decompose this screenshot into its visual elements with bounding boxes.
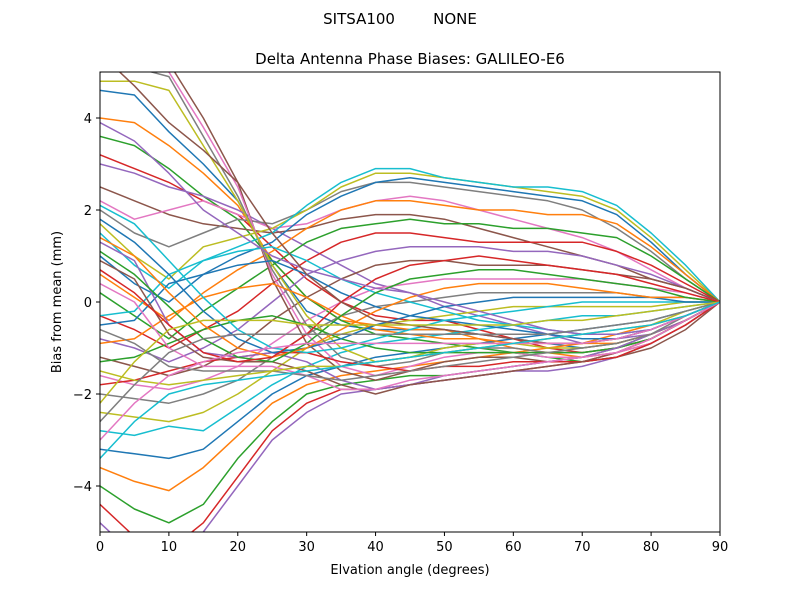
series-line-s44 (100, 255, 720, 363)
series-line-s08 (100, 181, 720, 303)
series-line-s09 (100, 172, 720, 303)
series-line-s47 (100, 301, 720, 441)
series-line-s42 (100, 236, 720, 358)
x-tick-label: 80 (643, 540, 660, 555)
series-line-s37 (100, 282, 720, 391)
series-line-s38 (100, 301, 720, 381)
series-line-s45 (100, 121, 720, 335)
y-tick-label: 2 (84, 204, 92, 219)
x-axis: 0 10 20 30 40 50 60 70 80 90 (96, 532, 728, 555)
y-axis-label: Bias from mean (mm) (50, 231, 65, 373)
chart-suptitle: SITSA100 NONE (323, 10, 477, 28)
y-axis: −4 −2 0 2 4 (73, 112, 100, 495)
y-tick-label: −2 (73, 388, 92, 403)
x-tick-label: 20 (230, 540, 247, 555)
series-line-s12 (100, 200, 720, 322)
series-line-s40 (100, 204, 720, 354)
x-tick-label: 30 (298, 540, 315, 555)
chart-title: Delta Antenna Phase Biases: GALILEO-E6 (255, 50, 565, 68)
y-tick-label: 4 (84, 112, 92, 127)
series-line-s15 (100, 246, 720, 363)
x-tick-label: 50 (436, 540, 453, 555)
series-line-s48 (100, 301, 720, 423)
x-axis-label: Elvation angle (degrees) (330, 563, 489, 578)
x-tick-label: 70 (574, 540, 591, 555)
x-tick-label: 60 (505, 540, 522, 555)
series-line-s41 (100, 218, 720, 354)
x-tick-label: 0 (96, 540, 104, 555)
x-tick-label: 90 (712, 540, 729, 555)
series-line-s50 (100, 301, 720, 459)
series-line-s19 (100, 301, 720, 423)
x-tick-label: 40 (367, 540, 384, 555)
y-tick-label: 0 (84, 296, 92, 311)
x-tick-label: 10 (161, 540, 178, 555)
series-line-s49 (100, 301, 720, 404)
y-tick-label: −4 (73, 480, 92, 495)
series-layer (100, 72, 720, 532)
